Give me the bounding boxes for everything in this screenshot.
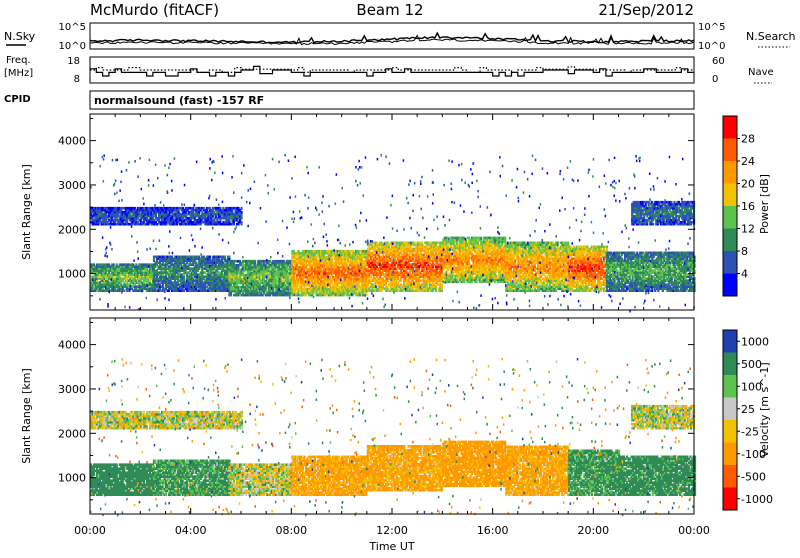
station-title: McMurdo (fitACF) bbox=[90, 1, 219, 19]
freq-series-line bbox=[90, 66, 694, 76]
power-cell bbox=[441, 283, 443, 286]
nave-tick-1: 0 bbox=[712, 74, 718, 85]
freq-left-label-line2: [MHz] bbox=[4, 68, 33, 79]
freq-lines bbox=[90, 66, 694, 76]
freq-tick-0: 18 bbox=[67, 56, 80, 67]
power-cell bbox=[254, 260, 256, 263]
noise-tick-top: 10^5 bbox=[59, 22, 86, 33]
power-cell bbox=[209, 256, 211, 259]
noise-right-tick-top: 10^5 bbox=[698, 22, 725, 33]
power-cell bbox=[421, 242, 423, 245]
power-cell bbox=[224, 256, 226, 259]
noise-panel-frame bbox=[90, 23, 694, 49]
noise-right-tick-bottom: 10^0 bbox=[698, 41, 725, 52]
nave-tick-0: 60 bbox=[712, 56, 725, 67]
beam-title: Beam 12 bbox=[356, 1, 423, 19]
freq-tick-1: 8 bbox=[74, 74, 80, 85]
power-cell bbox=[228, 256, 230, 259]
cpid-label: CPID bbox=[4, 94, 31, 105]
noise-lines bbox=[90, 33, 694, 45]
power-cell bbox=[123, 289, 125, 292]
freq-left-label-line1: Freq. bbox=[6, 55, 31, 66]
noise-right-label: N.Search bbox=[746, 30, 796, 43]
date-title: 21/Sep/2012 bbox=[598, 1, 694, 19]
noise-left-label: N.Sky bbox=[4, 30, 36, 43]
noise-tick-bottom: 10^0 bbox=[59, 41, 86, 52]
cpid-text: normalsound (fast) -157 RF bbox=[94, 94, 264, 107]
power-data bbox=[90, 154, 696, 313]
nave-label: Nave bbox=[748, 67, 774, 78]
